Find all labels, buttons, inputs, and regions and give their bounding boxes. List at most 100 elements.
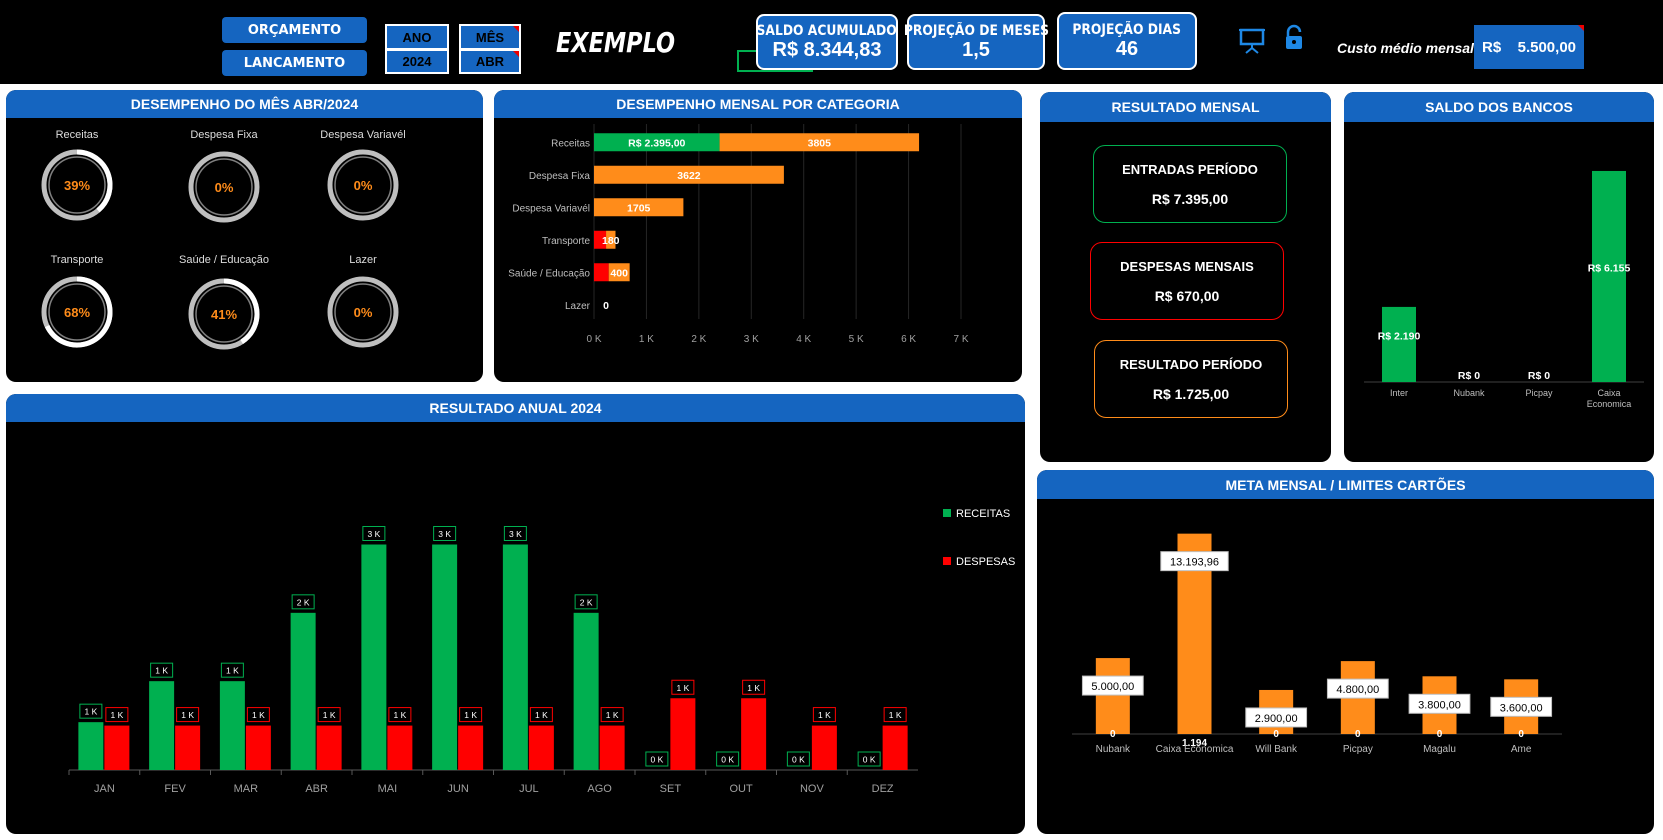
x-tick-label: Picpay <box>1343 744 1373 755</box>
data-label: 13.193,96 <box>1170 557 1219 569</box>
data-label: 1 K <box>181 710 194 720</box>
legend-label: RECEITAS <box>956 508 1010 520</box>
resultado-box: RESULTADO PERÍODO R$ 1.725,00 <box>1094 340 1288 418</box>
gauge-track <box>327 276 399 348</box>
unlock-icon[interactable] <box>1282 24 1306 52</box>
gauge-label: Saúde / Educação <box>179 254 269 266</box>
projecao-dias-label: PROJEÇÃO DIAS <box>1072 21 1182 38</box>
bar <box>316 725 342 770</box>
x-tick-label: Magalu <box>1423 744 1456 755</box>
bar <box>573 612 599 770</box>
x-tick-label: 0 K <box>586 334 601 345</box>
mes-select[interactable]: ABR <box>459 49 521 74</box>
custo-medio-value-box: R$ 5.500,00 <box>1474 25 1584 69</box>
data-label-box <box>1326 678 1389 699</box>
data-label: R$ 0 <box>1528 370 1550 382</box>
projecao-meses-value: 1,5 <box>962 38 990 61</box>
data-label-box <box>716 751 740 767</box>
categoria-title: DESEMPENHO MENSAL POR CATEGORIA <box>494 90 1022 118</box>
gauge-track <box>327 149 399 221</box>
data-label: 0 K <box>650 755 663 765</box>
x-tick-label: Caixa <box>1597 388 1620 398</box>
gauge-value: 39% <box>64 178 90 193</box>
data-label-box <box>812 707 836 723</box>
bar <box>149 681 175 770</box>
ano-select[interactable]: 2024 <box>385 49 449 74</box>
saldo-acumulado-label: SALDO ACUMULADO <box>756 22 898 39</box>
data-label: 3.800,00 <box>1418 699 1461 711</box>
x-tick-label: NOV <box>800 783 825 795</box>
bar <box>882 725 908 770</box>
data-label-box <box>291 594 315 610</box>
gauge-inner-ring <box>48 156 106 214</box>
data-label: 1 K <box>84 707 97 717</box>
data-label-box <box>857 751 881 767</box>
bar <box>594 165 784 184</box>
bar <box>594 133 720 152</box>
data-label: 1 K <box>606 710 619 720</box>
bar <box>361 544 387 770</box>
gauge-value: 0% <box>215 180 234 195</box>
despesas-box: DESPESAS MENSAIS R$ 670,00 <box>1090 242 1284 320</box>
data-label-box <box>220 662 244 678</box>
gauge-track <box>188 151 260 223</box>
mes-label-text: MÊS <box>475 29 505 45</box>
orcamento-button[interactable]: ORÇAMENTO <box>222 17 367 43</box>
data-label-box <box>246 707 270 723</box>
legend-swatch <box>943 557 951 565</box>
projecao-dias-value: 46 <box>1115 37 1139 60</box>
data-label: 3 K <box>367 529 380 539</box>
x-tick-label: JAN <box>94 783 115 795</box>
data-label: R$ 2.190 <box>1378 330 1421 342</box>
desempenho-mes-panel: DESEMPENHO DO MÊS ABR/2024 Receitas 39% De… <box>6 90 483 382</box>
gauge-value: 68% <box>64 305 90 320</box>
x-tick-label: JUN <box>447 783 468 795</box>
comment-marker <box>513 51 519 57</box>
data-label: 180 <box>602 235 620 247</box>
x-tick-label: JUL <box>519 783 539 795</box>
ano-label: ANO <box>385 24 449 50</box>
lancamento-button[interactable]: LANCAMENTO <box>222 50 367 76</box>
gasto-label: 0 <box>1110 729 1116 740</box>
x-tick-label: ABR <box>305 783 328 795</box>
bar <box>594 263 609 282</box>
data-label: 0 K <box>863 755 876 765</box>
data-label: 2 K <box>297 597 310 607</box>
gauge-progress-arc <box>223 278 260 344</box>
bar <box>245 725 271 770</box>
bar <box>1592 170 1626 382</box>
bar <box>670 698 696 770</box>
meta-mensal-title: META MENSAL / LIMITES CARTÕES <box>1037 470 1654 499</box>
data-label-box <box>150 662 174 678</box>
data-label: 1 K <box>464 710 477 720</box>
x-tick-label: Picpay <box>1525 388 1553 398</box>
data-label: 2 K <box>580 597 593 607</box>
despesas-label: DESPESAS MENSAIS <box>1120 258 1254 274</box>
projecao-meses-label: PROJEÇÃO DE MESES <box>903 22 1049 39</box>
data-label-box <box>1081 675 1144 696</box>
desempenho-mes-title: DESEMPENHO DO MÊS ABR/2024 <box>6 90 483 118</box>
gauge-label: Transporte <box>51 254 104 266</box>
saldo-acumulado-card: SALDO ACUMULADO R$ 8.344,83 <box>756 14 898 70</box>
bar <box>811 725 837 770</box>
resultado-anual-title: RESULTADO ANUAL 2024 <box>6 394 1025 422</box>
gauge-inner-ring <box>334 283 392 341</box>
data-label: 3805 <box>808 137 832 149</box>
x-tick-label: 1 K <box>639 334 654 345</box>
data-label: 1705 <box>627 202 651 214</box>
data-label-box <box>883 707 907 723</box>
gauge-label: Receitas <box>56 129 99 141</box>
data-label: 1 K <box>226 666 239 676</box>
x-tick-label: 4 K <box>796 334 811 345</box>
mes-label: MÊS <box>459 24 521 50</box>
custo-medio-label: Custo médio mensal <box>1337 40 1474 56</box>
legend-label: DESPESAS <box>956 556 1015 568</box>
resultado-mensal-title: RESULTADO MENSAL <box>1040 92 1331 122</box>
data-label-box <box>1490 696 1553 717</box>
bar <box>608 263 630 282</box>
x-tick-label: Economica <box>1587 399 1632 409</box>
bar <box>606 230 616 249</box>
gasto-label: 1.194 <box>1182 738 1207 749</box>
data-label-box <box>105 707 129 723</box>
presentation-icon[interactable] <box>1238 26 1266 54</box>
